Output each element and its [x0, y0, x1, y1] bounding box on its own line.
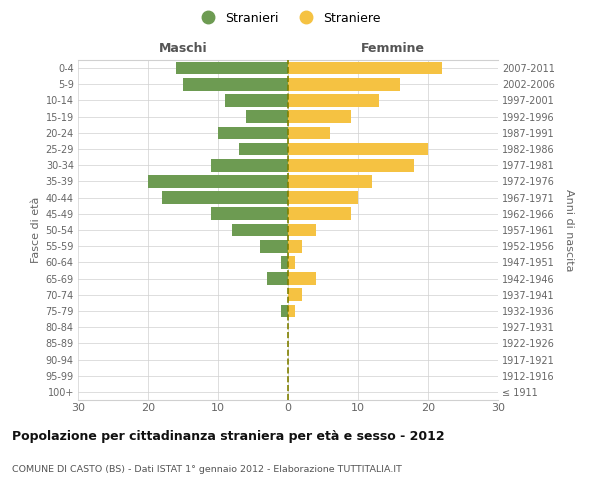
Bar [232, 224, 288, 236]
Bar [218, 126, 288, 139]
Bar [246, 110, 288, 123]
Bar [148, 175, 288, 188]
Text: Popolazione per cittadinanza straniera per età e sesso - 2012: Popolazione per cittadinanza straniera p… [12, 430, 445, 443]
Y-axis label: Anni di nascita: Anni di nascita [565, 188, 574, 271]
Bar [239, 142, 288, 156]
Legend: Stranieri, Straniere: Stranieri, Straniere [195, 12, 381, 25]
Bar [288, 256, 295, 268]
Bar [288, 126, 330, 139]
Y-axis label: Fasce di età: Fasce di età [31, 197, 41, 263]
Bar [288, 224, 316, 236]
Bar [288, 288, 302, 301]
Text: COMUNE DI CASTO (BS) - Dati ISTAT 1° gennaio 2012 - Elaborazione TUTTITALIA.IT: COMUNE DI CASTO (BS) - Dati ISTAT 1° gen… [12, 465, 402, 474]
Bar [225, 94, 288, 107]
Bar [288, 62, 442, 74]
Bar [281, 304, 288, 318]
Bar [288, 159, 414, 172]
Bar [162, 192, 288, 204]
Text: Maschi: Maschi [158, 42, 208, 55]
Bar [288, 110, 351, 123]
Bar [211, 159, 288, 172]
Bar [288, 78, 400, 90]
Bar [183, 78, 288, 90]
Bar [288, 304, 295, 318]
Bar [288, 192, 358, 204]
Bar [267, 272, 288, 285]
Bar [260, 240, 288, 252]
Bar [176, 62, 288, 74]
Bar [288, 208, 351, 220]
Bar [288, 142, 428, 156]
Text: Femmine: Femmine [361, 42, 425, 55]
Bar [288, 240, 302, 252]
Bar [288, 94, 379, 107]
Bar [281, 256, 288, 268]
Bar [288, 175, 372, 188]
Bar [288, 272, 316, 285]
Bar [211, 208, 288, 220]
